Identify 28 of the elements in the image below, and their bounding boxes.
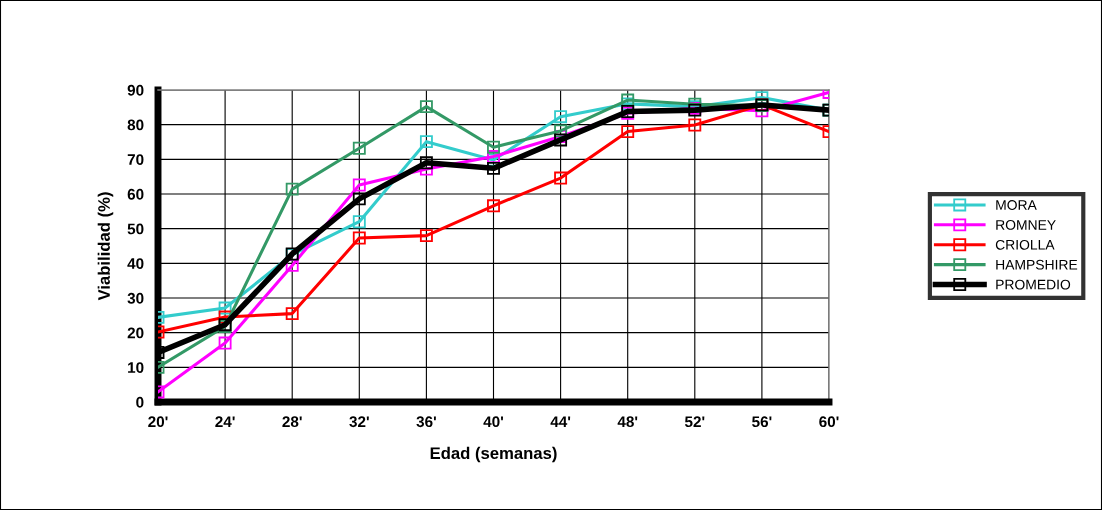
y-tick-label: 90 (127, 84, 144, 96)
x-axis-title: Edad (semanas) (430, 446, 557, 463)
y-tick-label: 10 (128, 362, 144, 374)
x-tick-label: 56' (752, 416, 772, 428)
y-tick-label: 60 (127, 188, 144, 200)
legend-label: PROMEDIO (996, 279, 1071, 290)
x-tick-label: 28' (282, 416, 302, 428)
x-tick-label: 36' (416, 416, 436, 428)
legend-label: MORA (996, 200, 1037, 210)
y-tick-label: 80 (127, 119, 144, 131)
legend-label: HAMPSHIRE (996, 259, 1078, 270)
x-tick-label: 44' (550, 416, 571, 427)
x-tick-label: 48' (617, 416, 638, 428)
y-tick-label: 50 (127, 223, 144, 235)
y-tick-label: 70 (127, 154, 144, 166)
x-tick-label: 52' (684, 416, 705, 428)
x-tick-label: 40' (483, 416, 504, 428)
x-tick-label: 20' (148, 416, 168, 428)
y-tick-label: 0 (136, 396, 144, 408)
legend-label: CRIOLLA (995, 239, 1055, 250)
y-tick-label: 30 (127, 292, 144, 304)
legend-label: ROMNEY (996, 220, 1056, 230)
x-tick-label: 24' (215, 416, 235, 427)
y-axis-title: Viabilidad (%) (97, 192, 114, 301)
y-tick-label: 40 (127, 258, 144, 270)
x-tick-label: 32' (349, 416, 369, 428)
y-tick-label: 20 (127, 327, 144, 339)
x-tick-label: 60' (819, 416, 839, 428)
